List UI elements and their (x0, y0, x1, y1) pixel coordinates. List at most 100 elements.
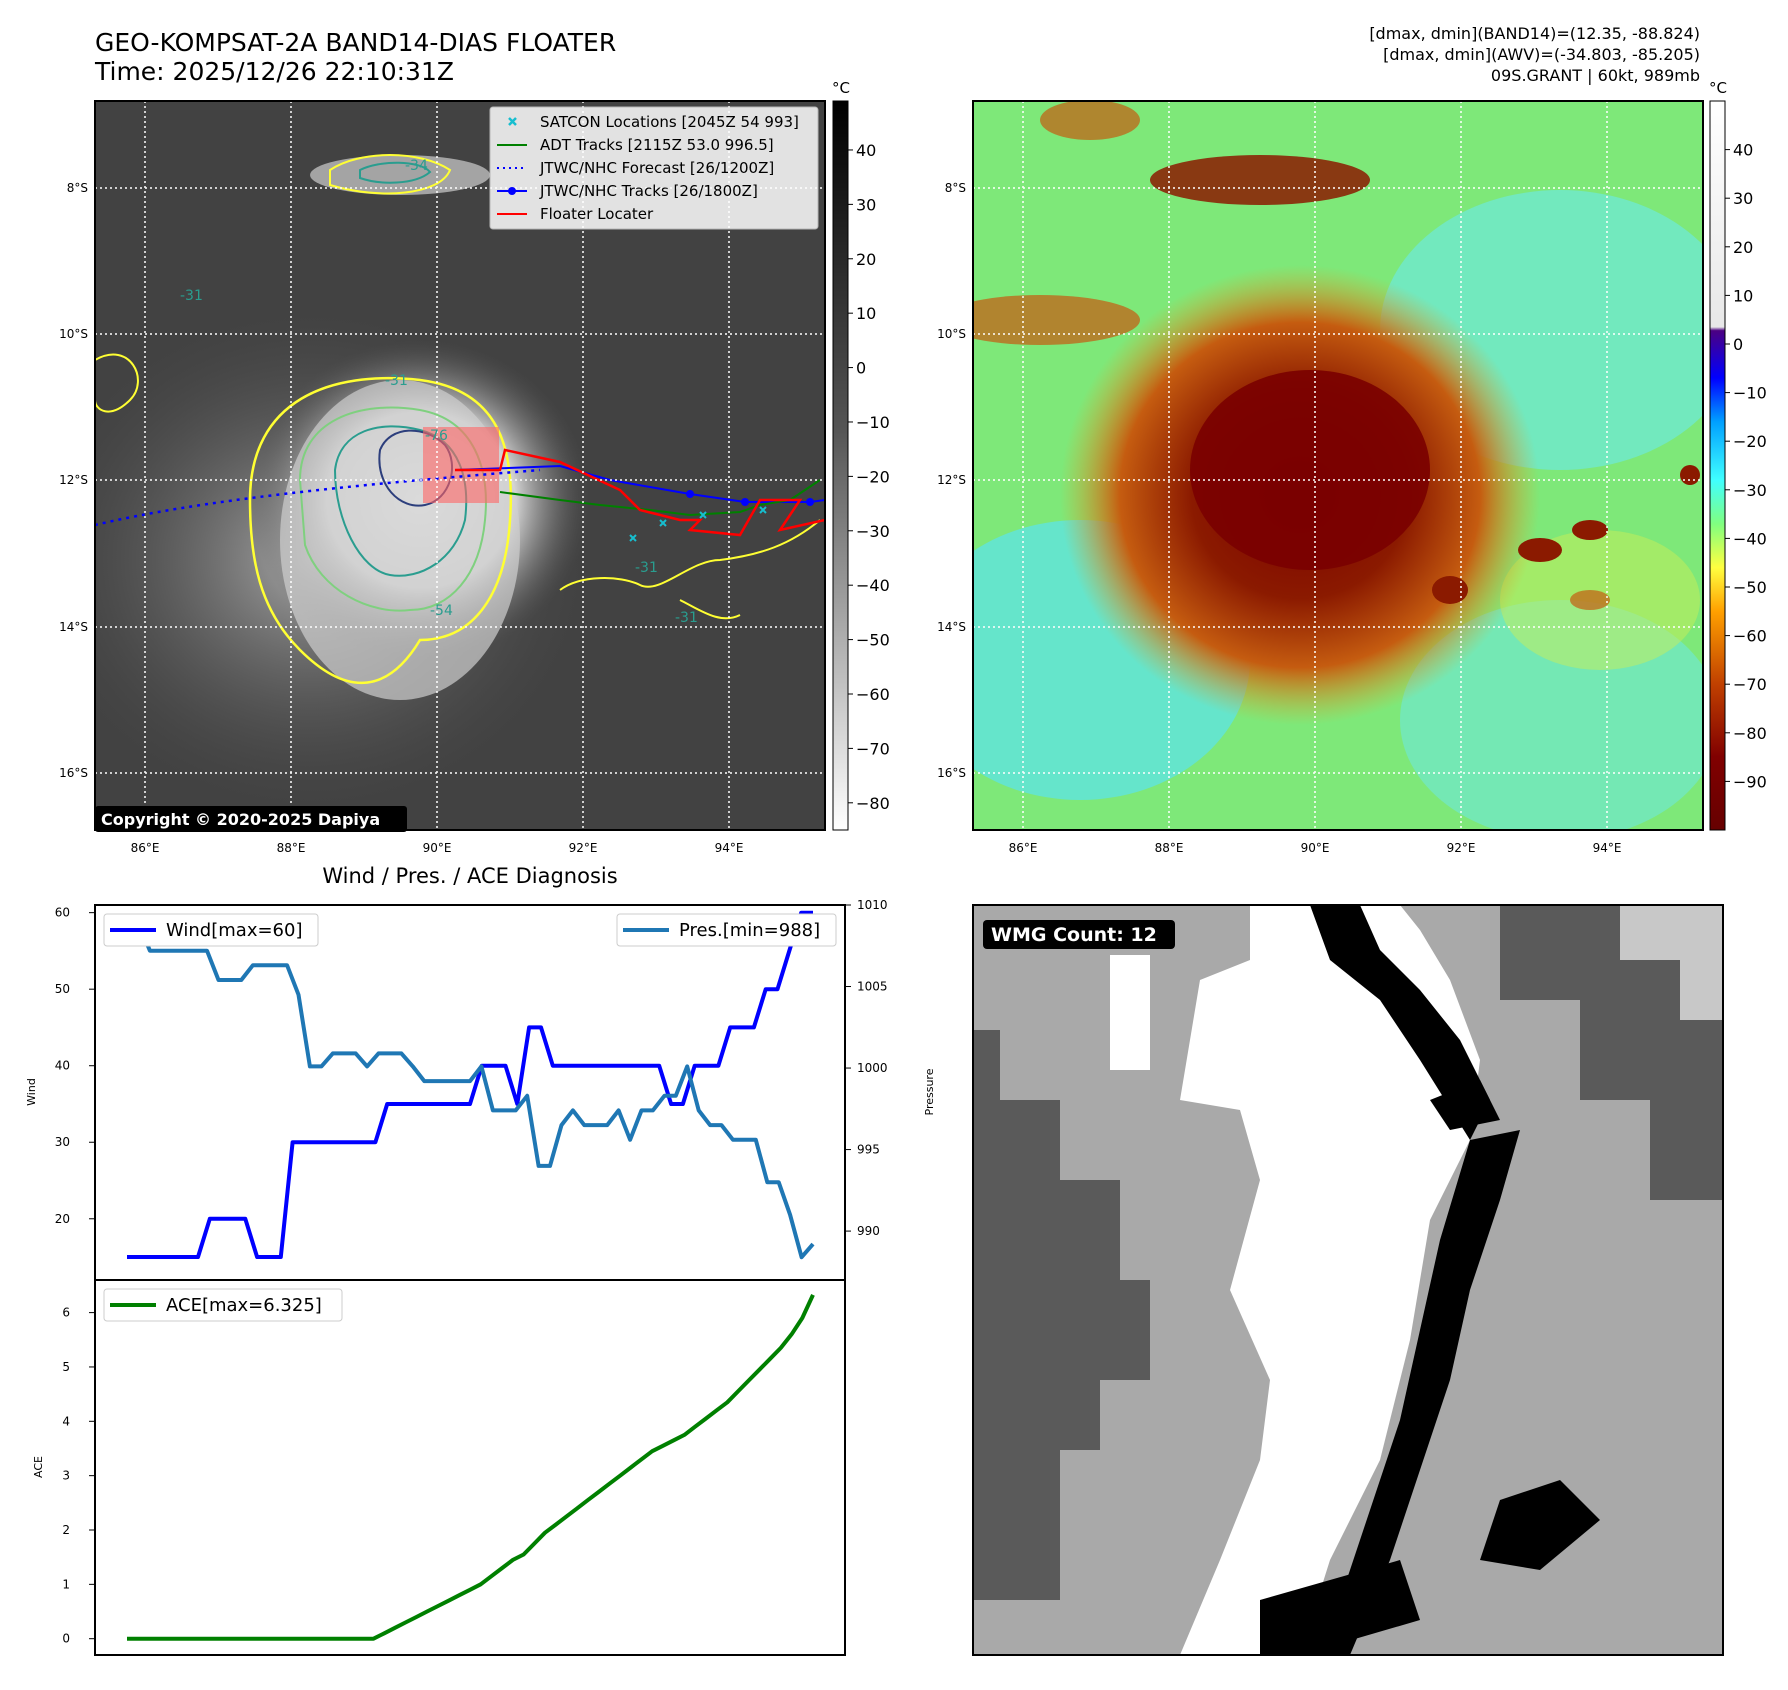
colorbar-tick-label: −40 (1733, 529, 1767, 548)
lat-label: 16°S (59, 766, 88, 780)
wind-legend: Wind[max=60] (103, 913, 319, 947)
lon-label: 90°E (1301, 841, 1330, 855)
lat-label: 10°S (59, 327, 88, 341)
wind-pressure-chart: 20 30 40 50 60 990 995 1000 1005 1010 Wind Press… (25, 898, 936, 1281)
figure-time: Time: 2025/12/26 22:10:31Z (94, 57, 454, 86)
legend-label: SATCON Locations [2045Z 54 993] (540, 113, 799, 131)
colorbar-tick-label: −20 (1733, 432, 1767, 451)
pressure-tick-label: 995 (857, 1143, 880, 1157)
colorbar-tick-label: −20 (856, 467, 890, 486)
wind-tick-label: 30 (55, 1135, 70, 1149)
pressure-legend-label: Pres.[min=988] (679, 920, 820, 941)
pressure-axis-label: Pressure (923, 1068, 936, 1115)
info-band14: [dmax, dmin](BAND14)=(12.35, -88.824) (1369, 24, 1700, 43)
lat-label: 10°S (937, 327, 966, 341)
legend-label: JTWC/NHC Tracks [26/1800Z] (539, 182, 758, 200)
ace-chart: 0 1 2 3 4 5 6 ACE ACE[max=6.325] (32, 1279, 846, 1656)
colorbar-tick-label: −70 (856, 739, 890, 758)
ace-tick-label: 6 (62, 1306, 70, 1320)
awv-map (972, 100, 1704, 831)
awv-colorbar: °C 40 30 20 10 0 −10 −20 −30 −40 −50 −60 −70 −80 −90 (1709, 79, 1767, 831)
ace-tick-label: 1 (62, 1577, 70, 1591)
colorbar-tick-label: −30 (856, 522, 890, 541)
ir-lon-labels: 86°E 88°E 90°E 92°E 94°E (131, 841, 744, 855)
legend-tracks-dot (508, 187, 516, 195)
contour-label: -54 (430, 603, 453, 619)
pressure-tick-label: 1000 (857, 1061, 888, 1075)
colorbar-tick-label: 10 (1733, 286, 1753, 305)
figure-title: GEO-KOMPSAT-2A BAND14-DIAS FLOATER (95, 28, 616, 57)
lat-label: 12°S (59, 473, 88, 487)
pressure-tick-label: 1010 (857, 898, 888, 912)
lon-label: 86°E (1009, 841, 1038, 855)
wind-tick-label: 20 (55, 1212, 70, 1226)
floater-box (423, 427, 499, 503)
contour-label: -31 (675, 610, 698, 626)
ace-legend: ACE[max=6.325] (103, 1288, 343, 1322)
legend-label: Floater Locater (540, 205, 654, 223)
colorbar-tick-label: 0 (856, 359, 866, 378)
colorbar-tick-label: 0 (1733, 335, 1743, 354)
contour-label: -31 (180, 288, 203, 304)
lat-label: 8°S (945, 181, 966, 195)
wind-legend-label: Wind[max=60] (166, 920, 303, 941)
pressure-tick-label: 990 (857, 1224, 880, 1238)
contour-label: -76 (425, 428, 448, 444)
lon-label: 88°E (1155, 841, 1184, 855)
lat-label: 16°S (937, 766, 966, 780)
wind-series-line (127, 910, 813, 1259)
ir-lat-labels: 8°S 10°S 12°S 14°S 16°S (59, 181, 88, 780)
colorbar-tick-label: 30 (1733, 189, 1753, 208)
pressure-tick-label: 1005 (857, 980, 888, 994)
wind-axis-label: Wind (25, 1078, 38, 1106)
awv-lon-labels: 86°E 88°E 90°E 92°E 94°E (1009, 841, 1622, 855)
contour-label: -34 (405, 158, 428, 174)
pressure-series-line (127, 920, 815, 1260)
wmg-panel: WMG Count: 12 (972, 904, 1724, 1656)
colorbar-tick-label: −10 (856, 413, 890, 432)
lat-label: 8°S (67, 181, 88, 195)
colorbar-tick-label: −70 (1733, 675, 1767, 694)
ace-legend-label: ACE[max=6.325] (166, 1295, 322, 1316)
ir-map: -31 -34 -31 -31 -54 -31 -76 SATCON Locat… (94, 100, 826, 832)
colorbar-tick-label: −40 (856, 576, 890, 595)
colorbar-tick-label: 30 (856, 195, 876, 214)
colorbar-tick-label: −10 (1733, 384, 1767, 403)
diagnosis-title: Wind / Pres. / ACE Diagnosis (322, 864, 617, 888)
lon-label: 88°E (277, 841, 306, 855)
legend-satcon-icon (508, 117, 517, 126)
ace-tick-label: 5 (62, 1360, 70, 1374)
colorbar-tick-label: −60 (1733, 627, 1767, 646)
lon-label: 94°E (715, 841, 744, 855)
colorbar-tick-label: 20 (1733, 238, 1753, 257)
lat-label: 14°S (937, 620, 966, 634)
legend-label: JTWC/NHC Forecast [26/1200Z] (539, 159, 774, 177)
colorbar-tick-label: 10 (856, 304, 876, 323)
lat-label: 14°S (59, 620, 88, 634)
pressure-legend: Pres.[min=988] (616, 913, 837, 947)
map-legend: SATCON Locations [2045Z 54 993] ADT Trac… (489, 106, 819, 230)
colorbar-unit: °C (832, 79, 850, 97)
wmg-count-text: WMG Count: 12 (991, 924, 1157, 946)
ace-tick-label: 0 (62, 1632, 70, 1646)
wind-tick-label: 60 (55, 906, 70, 920)
ir-colorbar: °C 40 30 20 10 0 −10 −20 −30 −40 −50 −60 −70 −80 (832, 79, 890, 831)
copyright-badge (95, 806, 407, 832)
lon-label: 92°E (1447, 841, 1476, 855)
lon-label: 86°E (131, 841, 160, 855)
colorbar-unit: °C (1709, 79, 1727, 97)
colorbar-tick-label: 20 (856, 250, 876, 269)
awv-lat-labels: 8°S 10°S 12°S 14°S 16°S (937, 181, 966, 780)
info-awv: [dmax, dmin](AWV)=(-34.803, -85.205) (1383, 45, 1700, 64)
ace-axis-label: ACE (32, 1456, 45, 1478)
contour-label: -31 (635, 560, 658, 576)
ace-tick-label: 4 (62, 1414, 70, 1428)
copyright-text: Copyright © 2020-2025 Dapiya (101, 810, 380, 829)
colorbar-tick-label: −90 (1733, 772, 1767, 791)
lon-label: 90°E (423, 841, 452, 855)
lon-label: 94°E (1593, 841, 1622, 855)
wind-tick-label: 50 (55, 982, 70, 996)
colorbar-tick-label: −80 (856, 794, 890, 813)
colorbar-tick-label: −30 (1733, 481, 1767, 500)
